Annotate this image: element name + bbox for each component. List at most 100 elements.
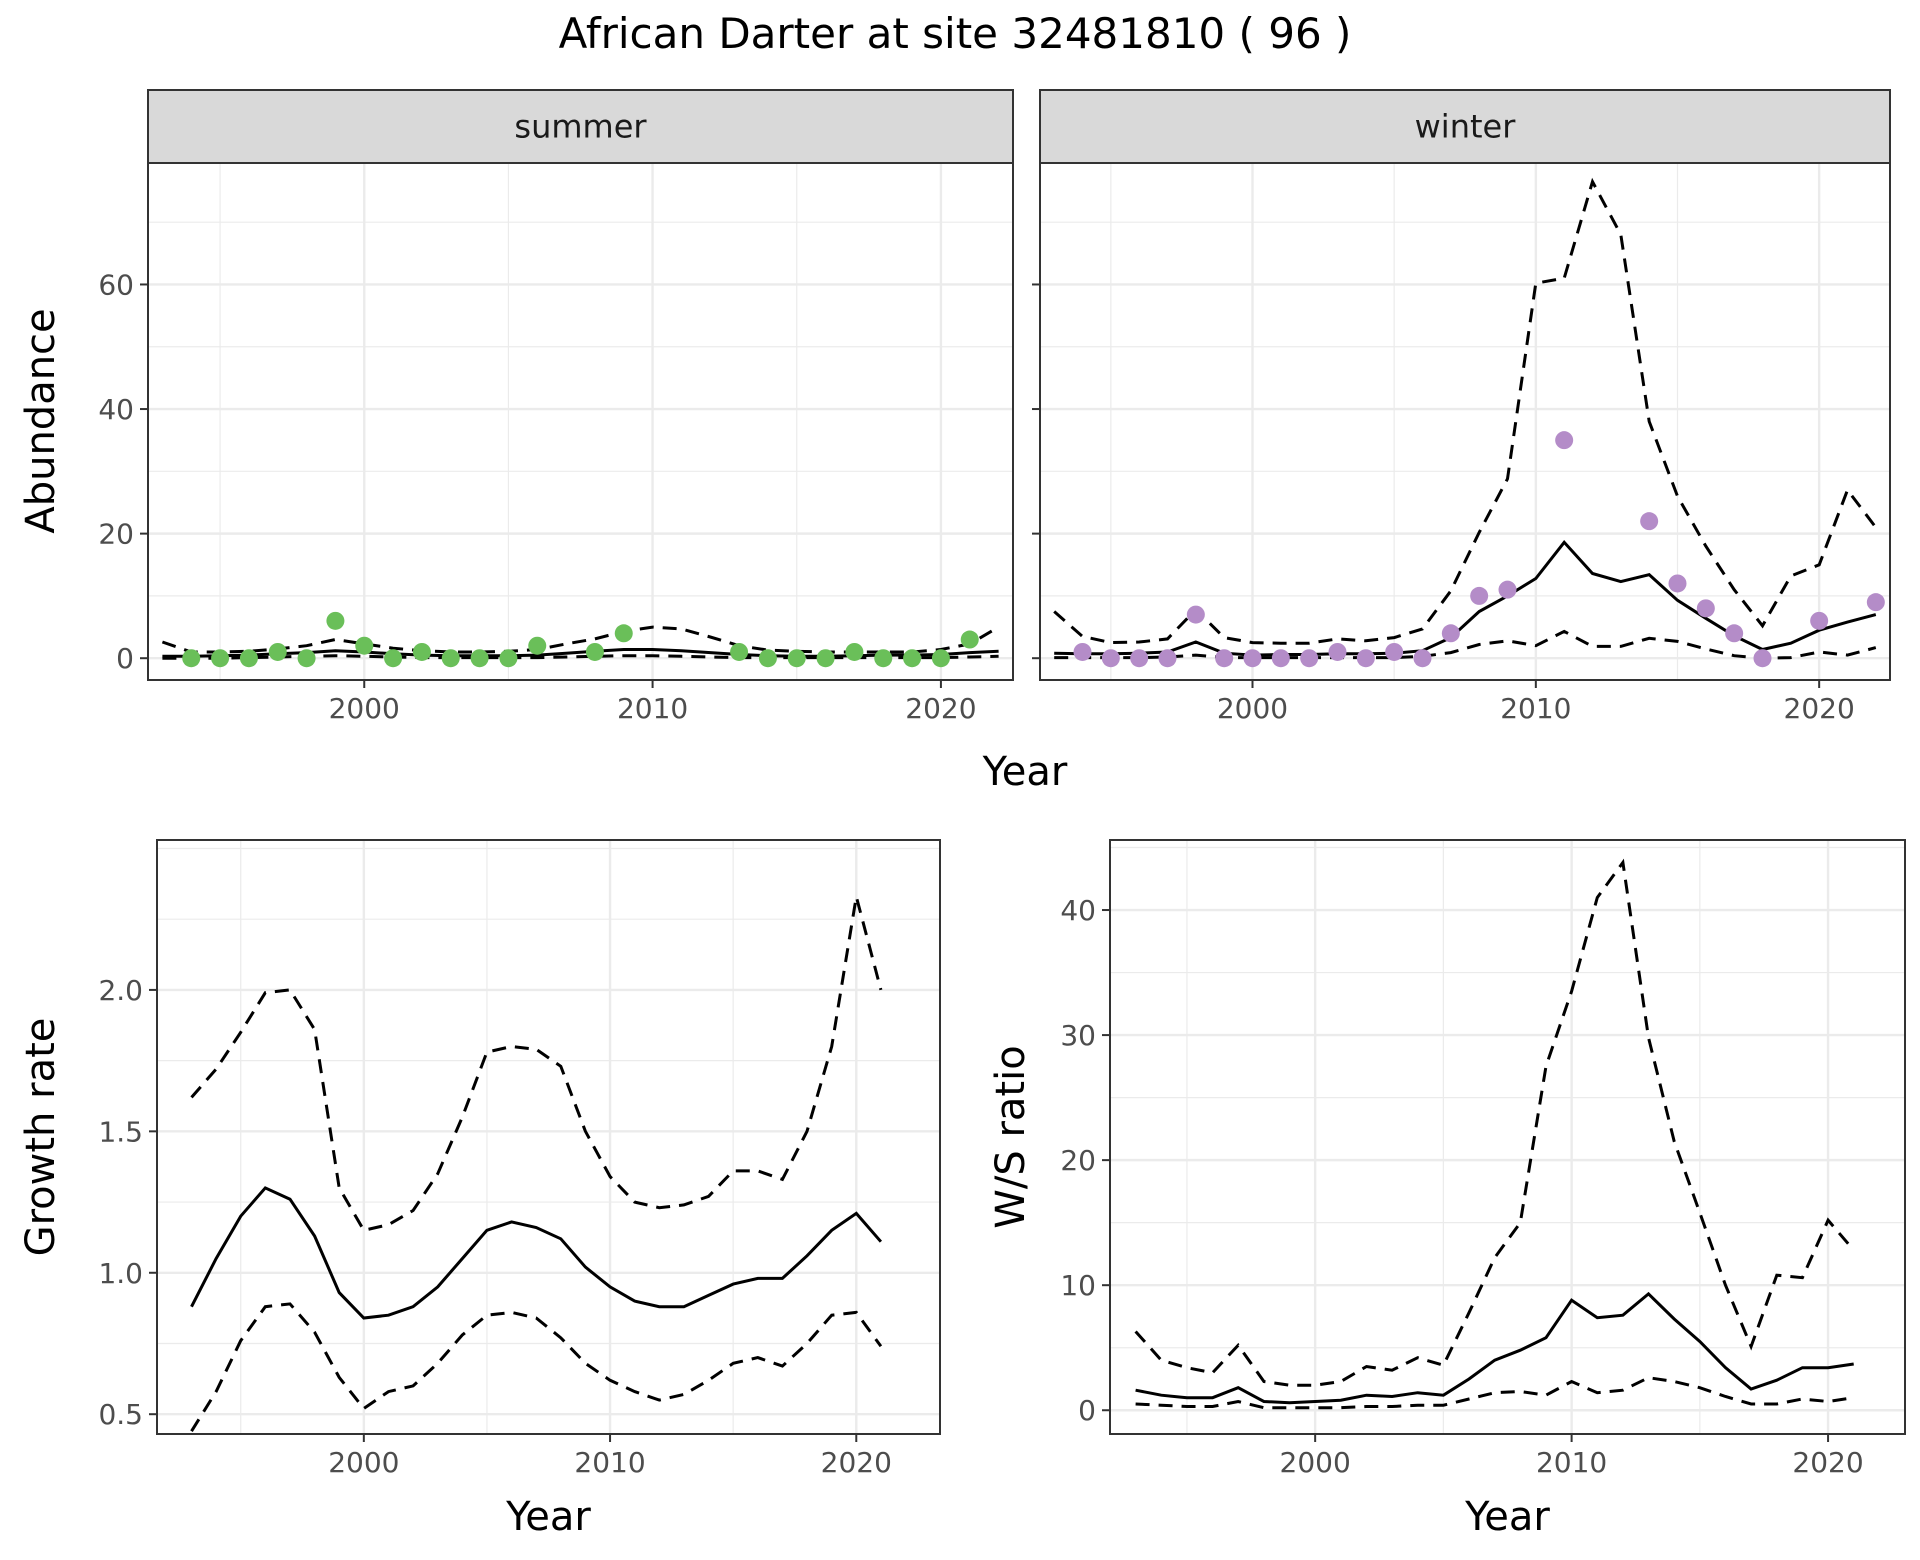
panel-background <box>1110 840 1905 1434</box>
observed-point <box>1441 624 1460 643</box>
y-tick-label: 1.5 <box>98 1115 143 1148</box>
y-tick-label: 20 <box>1060 1144 1096 1177</box>
y-axis-title: W/S ratio <box>988 1045 1034 1228</box>
fitted-trend-line <box>190 1186 883 1320</box>
observed-point <box>1498 580 1517 599</box>
y-tick-label: 0 <box>116 642 134 675</box>
panel-1: summer 2000 2010 2020 0 20 40 60 Abundance <box>18 89 1014 725</box>
observed-point <box>326 611 345 630</box>
observed-point <box>1328 642 1347 661</box>
x-tick-label: 2000 <box>1280 1446 1351 1479</box>
x-tick-label: 2010 <box>617 692 688 725</box>
upper-interval-line <box>190 896 883 1233</box>
observed-point <box>1101 649 1120 668</box>
facet-strip <box>147 89 1014 164</box>
observed-point <box>730 642 749 661</box>
y-tick-label: 40 <box>1060 894 1096 927</box>
observed-point <box>816 649 835 668</box>
observed-point <box>211 649 230 668</box>
y-axis-title: Growth rate <box>18 1018 64 1257</box>
fitted-trend-line <box>1135 1291 1854 1405</box>
facet-strip-label: summer <box>514 108 647 146</box>
observed-point <box>384 649 403 668</box>
observed-point <box>1413 649 1432 668</box>
observed-point <box>1215 649 1234 668</box>
y-tick-label: 60 <box>98 268 134 301</box>
x-axis-title: Year <box>505 1494 591 1540</box>
observed-point <box>1385 642 1404 661</box>
panel-background <box>148 163 1013 680</box>
observed-point <box>874 649 893 668</box>
observed-point <box>1073 642 1092 661</box>
observed-point <box>758 649 777 668</box>
observed-point <box>787 649 806 668</box>
y-tick-label: 40 <box>98 393 134 426</box>
panel-border <box>1109 839 1906 1435</box>
observed-point <box>1356 649 1375 668</box>
y-tick-label: 20 <box>98 518 134 551</box>
x-tick-label: 2020 <box>1792 1446 1863 1479</box>
x-tick-label: 2010 <box>574 1446 645 1479</box>
y-axis-title: Abundance <box>18 308 64 533</box>
observed-point <box>585 642 604 661</box>
y-tick-label: 10 <box>1060 1269 1096 1302</box>
shared-x-axis-title: Year <box>982 749 1068 795</box>
observed-point <box>1470 586 1489 605</box>
observed-point <box>903 649 922 668</box>
observed-point <box>1640 512 1659 531</box>
observed-point <box>1866 593 1885 612</box>
observed-point <box>1555 431 1574 450</box>
observed-point <box>845 642 864 661</box>
observed-point <box>470 649 489 668</box>
observed-point <box>355 636 374 655</box>
observed-point <box>441 649 460 668</box>
lower-interval-line <box>1135 1376 1854 1410</box>
observed-point <box>1753 649 1772 668</box>
observed-point <box>182 649 201 668</box>
observed-point <box>528 636 547 655</box>
x-tick-label: 2000 <box>329 692 400 725</box>
upper-interval-line <box>161 625 1000 654</box>
observed-point <box>268 642 287 661</box>
y-tick-label: 0.5 <box>98 1398 143 1431</box>
observed-point <box>1271 649 1290 668</box>
lower-interval-line <box>190 1302 883 1432</box>
observed-point <box>1243 649 1262 668</box>
observed-point <box>239 649 258 668</box>
observed-point <box>1186 605 1205 624</box>
panel-border <box>156 839 941 1435</box>
panel-2: winter 2000 2010 2020 <box>1032 89 1891 725</box>
lower-interval-line <box>1054 629 1877 660</box>
x-axis-title: Year <box>1464 1494 1550 1540</box>
observed-point <box>1696 599 1715 618</box>
observed-point <box>1668 574 1687 593</box>
x-tick-label: 2000 <box>328 1446 399 1479</box>
observed-point <box>960 630 979 649</box>
observed-point <box>1725 624 1744 643</box>
observed-point <box>1130 649 1149 668</box>
panel-3: 2000 2010 2020 0.5 1.0 1.5 2.0 Growth rate Year <box>18 839 941 1540</box>
panel-background <box>1040 163 1890 680</box>
x-tick-label: 2000 <box>1217 692 1288 725</box>
panel-4: 2000 2010 2020 0 10 20 30 40 W/S ratio Year <box>988 839 1906 1540</box>
panel-background <box>157 840 940 1434</box>
observed-point <box>1158 649 1177 668</box>
y-tick-label: 2.0 <box>98 974 143 1007</box>
figure-title: African Darter at site 32481810 ( 96 ) <box>559 9 1352 58</box>
facet-strip-label: winter <box>1415 108 1517 146</box>
observed-point <box>931 649 950 668</box>
observed-point <box>499 649 518 668</box>
observed-point <box>412 642 431 661</box>
observed-point <box>1810 611 1829 630</box>
observed-point <box>297 649 316 668</box>
observed-point <box>614 624 633 643</box>
upper-interval-line <box>1134 858 1855 1387</box>
upper-interval-line <box>1053 177 1877 645</box>
x-tick-label: 2010 <box>1536 1446 1607 1479</box>
y-tick-label: 30 <box>1060 1019 1096 1052</box>
y-tick-label: 0 <box>1078 1394 1096 1427</box>
facet-strip <box>1039 89 1891 164</box>
x-tick-label: 2020 <box>1784 692 1855 725</box>
x-tick-label: 2010 <box>1500 692 1571 725</box>
